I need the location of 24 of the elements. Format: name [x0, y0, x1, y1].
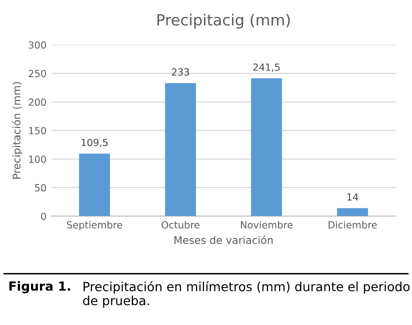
y-tick-label: 250 — [28, 70, 46, 78]
bar — [251, 78, 282, 216]
text: Figura 1. — [9, 281, 70, 294]
text: Precipitación en milímetros (mm) durante el periodo de prueba. — [83, 281, 410, 308]
y-axis-title: Precipitación (mm) — [12, 82, 23, 179]
x-tick-label: Diciembre — [328, 220, 377, 229]
data-label: 241,5 — [253, 63, 280, 72]
bar — [79, 154, 110, 216]
y-tick-label: 100 — [29, 156, 46, 163]
y-tick-label: 0 — [41, 212, 46, 220]
data-label: 14 — [347, 193, 358, 201]
chart-title: Precipitacig (mm) — [157, 14, 290, 29]
x-tick-label: Noviembre — [240, 220, 293, 229]
x-axis-title: Meses de variación — [174, 236, 273, 244]
data-label: 233 — [172, 68, 190, 76]
y-tick-label: 200 — [28, 98, 46, 106]
x-tick-label: Septiembre — [67, 220, 122, 230]
data-label: 109,5 — [82, 138, 108, 148]
y-tick-label: 150 — [29, 126, 46, 134]
bar — [337, 208, 368, 216]
y-tick-label: 300 — [28, 41, 46, 49]
y-tick-label: 50 — [35, 184, 46, 192]
x-tick-label: Octubre — [162, 220, 200, 229]
bar — [165, 83, 196, 216]
